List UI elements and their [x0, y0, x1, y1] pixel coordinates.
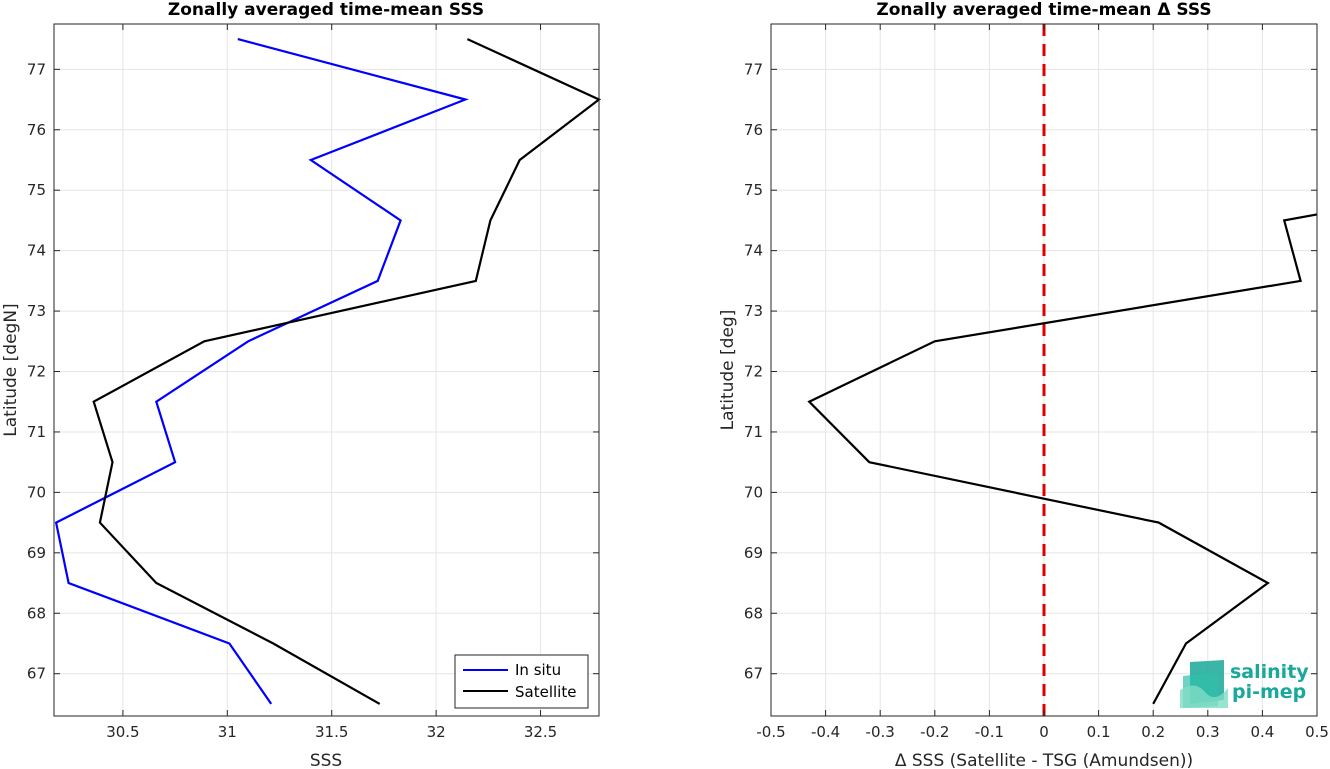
right-series [807, 24, 1318, 716]
x-tick-label: 0.3 [1196, 723, 1220, 741]
y-tick-label: 68 [27, 604, 46, 622]
left-x-axis-label: SSS [310, 751, 342, 769]
right-x-axis-label: Δ SSS (Satellite - TSG (Amundsen)) [895, 751, 1193, 769]
delta-sss-series-line [807, 213, 1318, 705]
x-tick-label: -0.3 [866, 723, 895, 741]
right-chart-panel: -0.5 -0.4 -0.3 -0.2 -0.1 0 0.1 0.2 0.3 0.4 0.5 67 68… [718, 0, 1329, 769]
y-tick-label: 68 [744, 604, 763, 622]
y-tick-label: 67 [27, 665, 46, 683]
x-tick-label: -0.1 [975, 723, 1004, 741]
y-tick-label: 77 [27, 60, 46, 78]
left-chart-title: Zonally averaged time-mean SSS [168, 0, 484, 20]
left-series [54, 38, 602, 705]
y-tick-label: 76 [27, 121, 46, 139]
logo-wave-icon [1180, 660, 1228, 708]
x-tick-label: 0.5 [1305, 723, 1329, 741]
right-ticks: -0.5 -0.4 -0.3 -0.2 -0.1 0 0.1 0.2 0.3 0.4 0.5 67 68… [744, 24, 1329, 741]
x-tick-label: 30.5 [106, 723, 139, 741]
x-tick-label: 31.5 [315, 723, 348, 741]
legend: In situ Satellite [454, 654, 589, 709]
y-tick-label: 74 [744, 242, 763, 260]
x-tick-label: 0.4 [1250, 723, 1274, 741]
y-tick-label: 70 [744, 483, 763, 501]
y-tick-label: 74 [27, 242, 46, 260]
left-chart-panel: 30.5 31 31.5 32 32.5 67 68 69 70 71 72 73 74 75 76 77 Z… [1, 0, 602, 769]
y-tick-label: 73 [27, 302, 46, 320]
x-tick-label: 32 [427, 723, 446, 741]
y-tick-label: 67 [744, 665, 763, 683]
in-situ-series-line [54, 38, 469, 705]
y-tick-label: 71 [744, 423, 763, 441]
satellite-series-line [92, 38, 602, 705]
left-grid [54, 24, 599, 716]
x-tick-label: -0.5 [756, 723, 785, 741]
x-tick-label: 31 [218, 723, 237, 741]
right-y-axis-label: Latitude [deg] [718, 310, 738, 431]
x-tick-label: 0.2 [1141, 723, 1165, 741]
x-tick-label: 0 [1039, 723, 1049, 741]
y-tick-label: 72 [27, 363, 46, 381]
logo-text-pi-mep: pi-mep [1232, 681, 1306, 703]
x-tick-label: 0.1 [1087, 723, 1111, 741]
salinity-pi-mep-logo: salinity pi-mep [1180, 660, 1309, 708]
x-tick-label: 32.5 [524, 723, 557, 741]
right-chart-title: Zonally averaged time-mean Δ SSS [876, 0, 1211, 20]
logo-text-salinity: salinity [1230, 661, 1309, 683]
x-tick-label: -0.2 [920, 723, 949, 741]
legend-box [454, 654, 589, 709]
y-tick-label: 77 [744, 60, 763, 78]
left-axes-box [53, 23, 600, 717]
y-tick-label: 73 [744, 302, 763, 320]
legend-label-in-situ: In situ [515, 661, 561, 679]
left-ticks: 30.5 31 31.5 32 32.5 67 68 69 70 71 72 73 74 75 76 77 [27, 24, 599, 741]
legend-label-satellite: Satellite [515, 683, 576, 701]
y-tick-label: 75 [744, 181, 763, 199]
y-tick-label: 75 [27, 181, 46, 199]
left-y-axis-label: Latitude [degN] [1, 303, 21, 436]
y-tick-label: 72 [744, 363, 763, 381]
y-tick-label: 69 [27, 544, 46, 562]
x-tick-label: -0.4 [811, 723, 840, 741]
y-tick-label: 69 [744, 544, 763, 562]
y-tick-label: 70 [27, 483, 46, 501]
y-tick-label: 71 [27, 423, 46, 441]
y-tick-label: 76 [744, 121, 763, 139]
